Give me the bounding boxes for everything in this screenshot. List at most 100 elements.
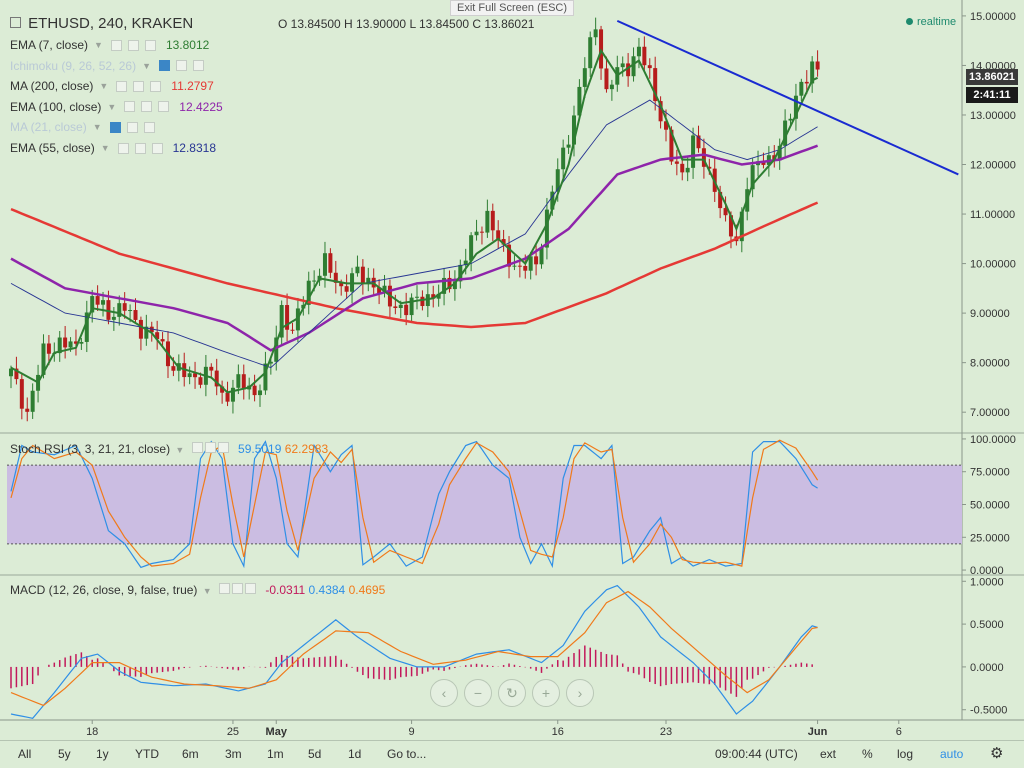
candle-body xyxy=(447,277,452,290)
candle-body xyxy=(653,68,658,102)
legend-settings-icon[interactable] xyxy=(176,60,187,72)
zoom-out-icon[interactable]: − xyxy=(464,679,492,707)
legend-menu-icon[interactable]: ▼ xyxy=(142,60,151,71)
collapse-icon[interactable] xyxy=(10,17,21,28)
candle-body xyxy=(783,120,788,146)
candle-body xyxy=(550,191,555,210)
candle-body xyxy=(431,294,436,299)
legend-row[interactable]: EMA (100, close) ▼ 12.4225 xyxy=(10,100,223,114)
legend-settings-icon[interactable] xyxy=(134,142,146,154)
legend-row[interactable]: EMA (7, close) ▼ 13.8012 xyxy=(10,38,209,52)
macd-close-icon[interactable] xyxy=(245,583,257,594)
legend-settings-icon[interactable] xyxy=(126,121,138,133)
legend-menu-icon[interactable]: ▼ xyxy=(94,40,103,50)
legend-close-icon[interactable] xyxy=(150,80,162,92)
candle-body xyxy=(73,341,78,344)
stoch-settings-icon[interactable] xyxy=(191,442,203,453)
legend-row[interactable]: MA (21, close) ▼ xyxy=(10,120,165,134)
candle-body xyxy=(9,368,13,377)
range-ytd-button[interactable]: YTD xyxy=(135,747,159,761)
legend-menu-icon[interactable]: ▼ xyxy=(107,101,117,112)
legend-eye-icon[interactable] xyxy=(110,39,122,51)
stoch-close-icon[interactable] xyxy=(217,442,229,453)
chevron-left-icon[interactable]: ‹ xyxy=(430,679,458,707)
candle-body xyxy=(111,316,116,320)
candle-body xyxy=(95,296,100,305)
exit-fullscreen-button[interactable]: Exit Full Screen (ESC) xyxy=(450,0,574,16)
legend-name: EMA (7, close) xyxy=(10,38,89,52)
range-5d-button[interactable]: 5d xyxy=(308,747,322,761)
range-1d-button[interactable]: 1d xyxy=(348,747,362,761)
log-toggle[interactable]: log xyxy=(897,747,914,761)
candle-body xyxy=(209,366,214,371)
legend-eye-icon[interactable] xyxy=(109,121,121,133)
candle-body xyxy=(815,61,820,70)
macd-menu-icon[interactable]: ▼ xyxy=(202,586,212,596)
legend-settings-icon[interactable] xyxy=(133,80,145,92)
range-all-button[interactable]: All xyxy=(18,747,32,761)
zoom-in-icon[interactable]: + xyxy=(532,679,560,707)
range-1y-button[interactable]: 1y xyxy=(96,747,109,761)
candle-body xyxy=(285,305,290,330)
range-1m-button[interactable]: 1m xyxy=(267,747,284,761)
legend-menu-icon[interactable]: ▼ xyxy=(100,143,110,153)
legend-close-icon[interactable] xyxy=(151,142,163,154)
trendline xyxy=(616,19,959,176)
stoch-gear-icon[interactable] xyxy=(204,442,216,453)
legend-close-icon[interactable] xyxy=(158,101,170,113)
candle-body xyxy=(539,247,544,265)
legend-close-icon[interactable] xyxy=(144,39,156,51)
legend-row[interactable]: MA (200, close) ▼ 11.2797 xyxy=(10,79,214,93)
candle-body xyxy=(171,366,176,371)
candle-body xyxy=(544,209,549,248)
candle-body xyxy=(566,144,571,148)
percent-toggle[interactable]: % xyxy=(862,747,873,761)
goto-button[interactable]: Go to... xyxy=(387,747,427,761)
legend-row[interactable]: EMA (55, close) ▼ 12.8318 xyxy=(10,141,216,155)
chart-canvas[interactable]: 15.0000014.0000013.0000012.0000011.00000… xyxy=(0,0,1024,740)
legend-row[interactable]: Ichimoku (9, 26, 52, 26) ▼ xyxy=(10,59,214,73)
chevron-right-icon[interactable]: › xyxy=(566,679,594,707)
candle-body xyxy=(420,296,425,307)
stoch-menu-icon[interactable]: ▼ xyxy=(175,445,185,455)
candle-body xyxy=(220,386,225,393)
candle-body xyxy=(442,277,447,294)
legend-close-icon[interactable] xyxy=(193,60,204,72)
legend-eye-icon[interactable] xyxy=(124,101,136,113)
range-5y-button[interactable]: 5y xyxy=(58,747,71,761)
candle-body xyxy=(377,287,382,294)
candle-body xyxy=(19,379,24,409)
legend-settings-icon[interactable] xyxy=(141,101,153,113)
auto-toggle[interactable]: auto xyxy=(940,747,964,761)
legend-settings-icon[interactable] xyxy=(127,39,139,51)
candle-body xyxy=(561,147,566,170)
macd-gear-icon[interactable] xyxy=(232,583,244,594)
legend-eye-icon[interactable] xyxy=(116,80,128,92)
x-tick-label: 6 xyxy=(896,726,902,738)
candle-body xyxy=(664,121,669,130)
candle-body xyxy=(41,343,46,375)
candle-body xyxy=(647,65,652,69)
candle-body xyxy=(268,361,273,364)
reset-icon[interactable]: ↻ xyxy=(498,679,526,707)
range-6m-button[interactable]: 6m xyxy=(182,747,199,761)
candle-body xyxy=(252,385,257,396)
candle-body xyxy=(230,387,235,402)
macd-settings-icon[interactable] xyxy=(219,583,231,594)
bar-countdown-tag: 2:41:11 xyxy=(966,87,1018,103)
ext-toggle[interactable]: ext xyxy=(820,747,837,761)
range-3m-button[interactable]: 3m xyxy=(225,747,242,761)
x-tick-label: Jun xyxy=(808,726,828,738)
legend-menu-icon[interactable]: ▼ xyxy=(92,122,102,133)
legend-eye-icon[interactable] xyxy=(117,142,129,154)
legend-menu-icon[interactable]: ▼ xyxy=(99,81,109,92)
legend-name: EMA (100, close) xyxy=(10,99,102,114)
legend-eye-icon[interactable] xyxy=(159,60,170,72)
candle-body xyxy=(236,374,241,388)
candle-body xyxy=(155,332,160,340)
candle-body xyxy=(198,377,203,385)
gear-icon[interactable]: ⚙ xyxy=(990,745,1004,762)
legend-close-icon[interactable] xyxy=(143,121,155,133)
candle-body xyxy=(469,235,474,261)
